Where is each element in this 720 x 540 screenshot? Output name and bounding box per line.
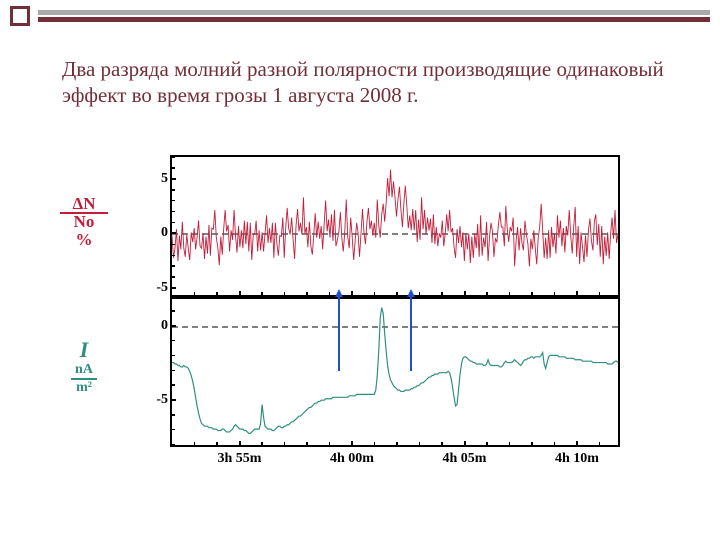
ytick-minor xyxy=(171,244,175,246)
xtick-mark xyxy=(464,441,466,447)
xtick-minor xyxy=(599,442,601,446)
xtick-top xyxy=(396,292,398,296)
ytick-minor xyxy=(171,370,175,372)
header-line-1 xyxy=(38,10,710,15)
xtick-label: 4h 00m xyxy=(330,451,374,467)
event-arrow xyxy=(410,295,412,371)
ytick-minor xyxy=(171,156,175,158)
ytick-minor xyxy=(171,355,175,357)
xtick-minor xyxy=(531,442,533,446)
xtick-mark xyxy=(351,441,353,447)
ylabel-bot-num: nA xyxy=(60,363,108,377)
xtick-minor xyxy=(441,442,443,446)
xtick-top xyxy=(329,292,331,296)
plot-bottom xyxy=(172,299,618,445)
xtick-top xyxy=(194,292,196,296)
xtick-top xyxy=(554,292,556,296)
xtick-mark xyxy=(576,441,578,447)
ytick-mark xyxy=(170,399,176,401)
ytick-mark xyxy=(170,325,176,327)
chart-area: -505 ΔN No % -503h 55m4h 00m4h 05m4h 10m… xyxy=(110,135,640,515)
xtick-minor xyxy=(554,442,556,446)
slide-title: Два разряда молний разной полярности про… xyxy=(62,56,680,109)
ytick-minor xyxy=(171,222,175,224)
ytick-label: 0 xyxy=(161,225,168,241)
xtick-top xyxy=(531,292,533,296)
ytick-mark xyxy=(170,232,176,234)
arrow-head-icon xyxy=(335,289,343,297)
ytick-minor xyxy=(171,310,175,312)
ylabel-top: ΔN No % xyxy=(60,196,108,250)
xtick-top xyxy=(261,292,263,296)
xtick-minor xyxy=(261,442,263,446)
slide: Два разряда молний разной полярности про… xyxy=(0,0,720,540)
ytick-label: -5 xyxy=(156,392,168,408)
xtick-label: 4h 05m xyxy=(443,451,487,467)
plot-top xyxy=(172,157,618,295)
ylabel-top-pct: % xyxy=(76,230,93,249)
xtick-minor xyxy=(509,442,511,446)
ytick-minor xyxy=(171,429,175,431)
xtick-label: 4h 10m xyxy=(555,451,599,467)
ylabel-top-den: No xyxy=(60,212,108,230)
ytick-mark xyxy=(170,178,176,180)
ytick-mark xyxy=(170,287,176,289)
xtick-mark xyxy=(239,441,241,447)
ytick-minor xyxy=(171,276,175,278)
xtick-top xyxy=(441,292,443,296)
ytick-minor xyxy=(171,189,175,191)
xtick-top xyxy=(486,292,488,296)
header-line-2 xyxy=(38,17,710,22)
xtick-minor xyxy=(374,442,376,446)
event-arrow xyxy=(338,295,340,371)
xtick-minor xyxy=(329,442,331,446)
ytick-label: 0 xyxy=(161,318,168,334)
ytick-minor xyxy=(171,265,175,267)
xtick-minor xyxy=(306,442,308,446)
xtick-label: 3h 55m xyxy=(218,451,262,467)
xtick-top xyxy=(599,292,601,296)
xtick-minor xyxy=(419,442,421,446)
ylabel-top-num: ΔN xyxy=(60,196,108,212)
ylabel-bot-den: m² xyxy=(60,381,108,395)
ytick-minor xyxy=(171,211,175,213)
arrow-head-icon xyxy=(407,289,415,297)
ytick-label: -5 xyxy=(156,280,168,296)
xtick-top xyxy=(284,292,286,296)
ytick-minor xyxy=(171,444,175,446)
panel-bottom: -503h 55m4h 00m4h 05m4h 10m xyxy=(170,297,620,447)
ylabel-bot-I: I xyxy=(60,337,108,363)
ytick-label: 5 xyxy=(161,171,168,187)
xtick-minor xyxy=(216,442,218,446)
xtick-minor xyxy=(194,442,196,446)
ytick-minor xyxy=(171,414,175,416)
xtick-top xyxy=(216,292,218,296)
xtick-top xyxy=(509,292,511,296)
ytick-minor xyxy=(171,384,175,386)
xtick-minor xyxy=(396,442,398,446)
ytick-minor xyxy=(171,200,175,202)
xtick-minor xyxy=(284,442,286,446)
ylabel-bottom: I nA m² xyxy=(60,337,108,395)
xtick-top xyxy=(306,292,308,296)
xtick-top xyxy=(374,292,376,296)
ytick-minor xyxy=(171,340,175,342)
xtick-minor xyxy=(486,442,488,446)
panel-top: -505 xyxy=(170,155,620,297)
ytick-minor xyxy=(171,167,175,169)
header-square xyxy=(10,6,30,26)
xtick-top xyxy=(419,292,421,296)
ytick-minor xyxy=(171,255,175,257)
